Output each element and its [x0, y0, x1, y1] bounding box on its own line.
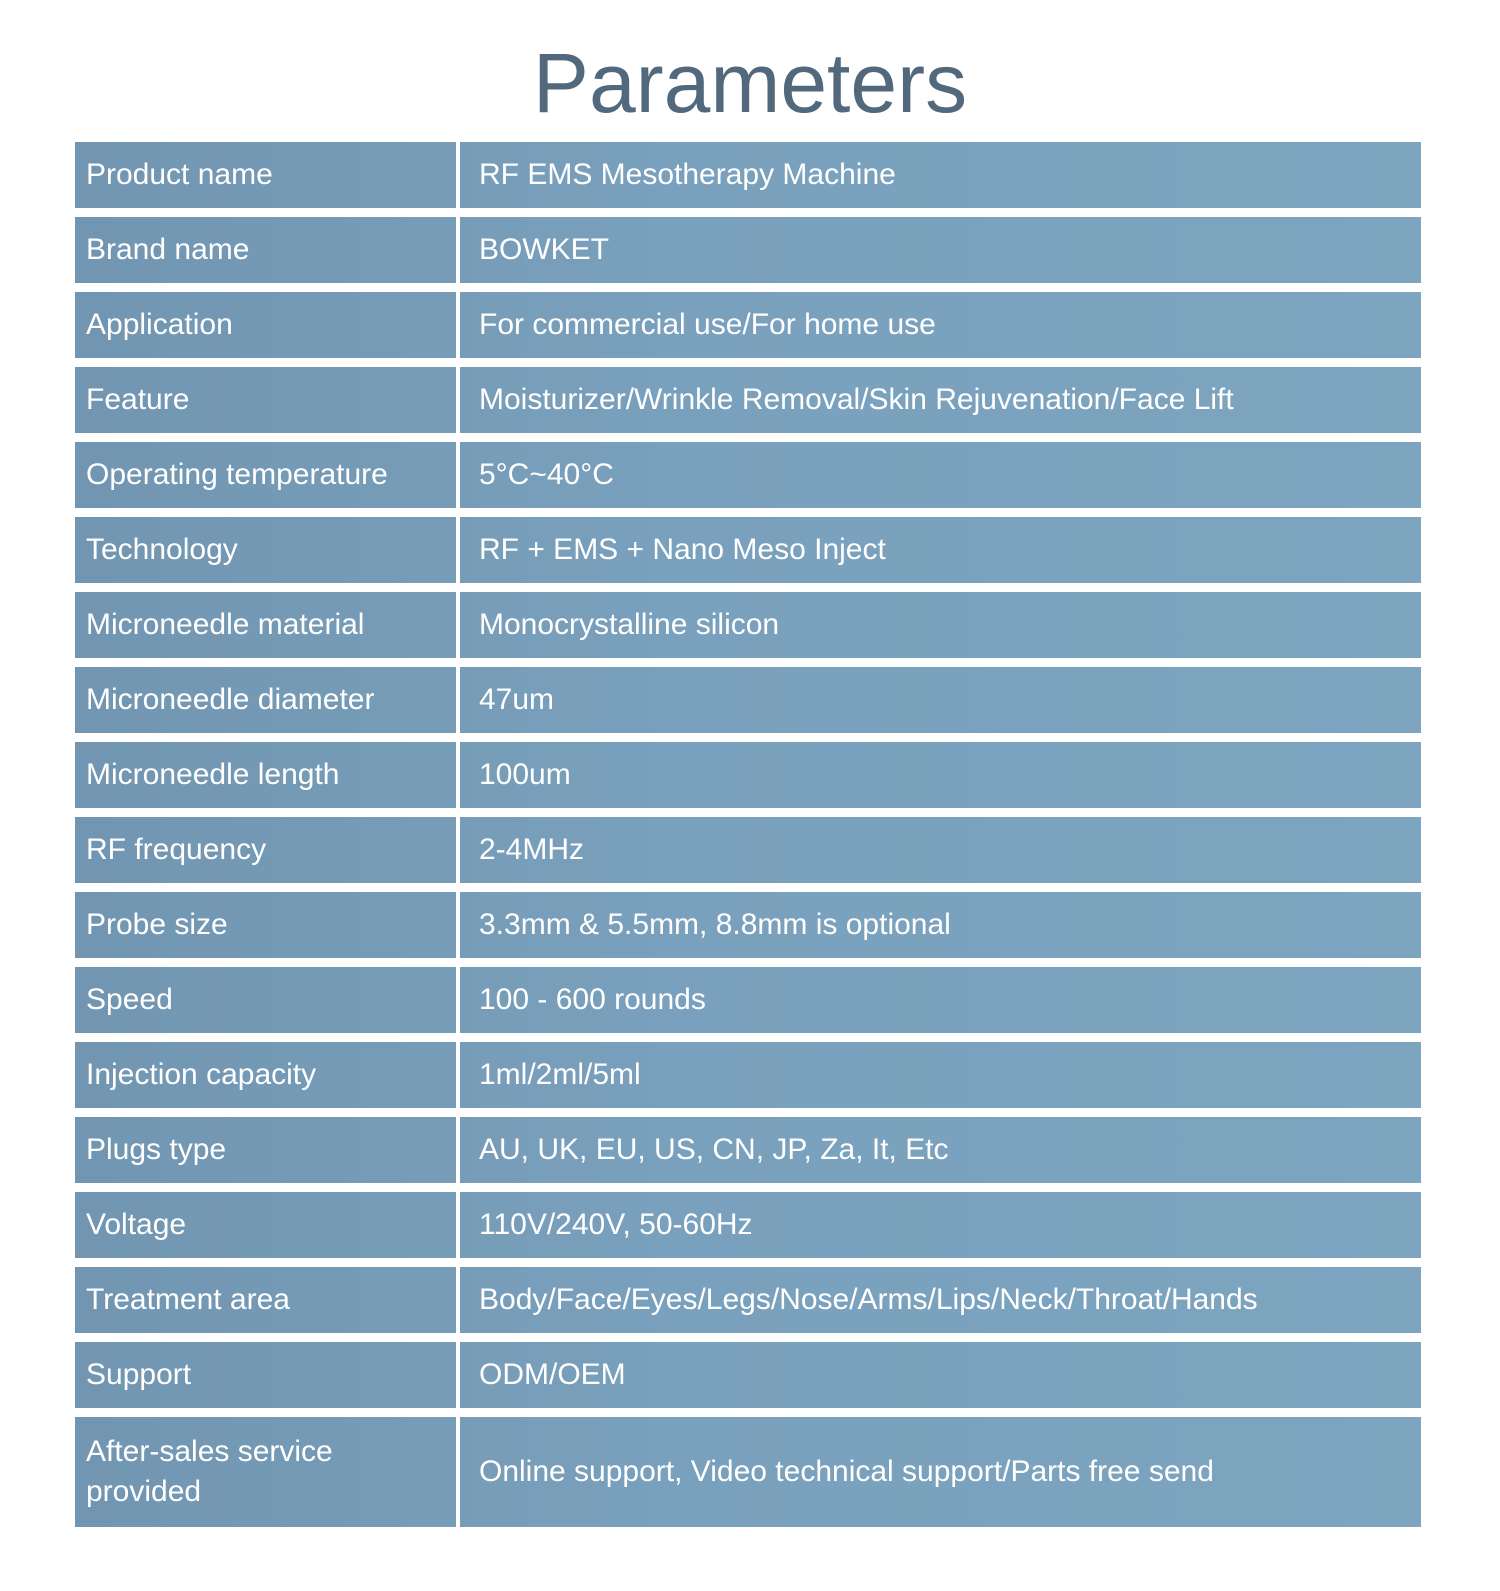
param-label: Voltage [75, 1192, 460, 1258]
param-label: Product name [75, 142, 460, 208]
param-value: 5°C~40°C [479, 457, 614, 491]
param-label: Application [75, 292, 460, 358]
param-label: Treatment area [75, 1267, 460, 1333]
product-spec-sheet: Parameters Product name RF EMS Mesothera… [0, 24, 1500, 1527]
table-row: Voltage 110V/240V, 50-60Hz [75, 1192, 1421, 1258]
param-value: Online support, Video technical support/… [479, 1454, 1214, 1488]
parameters-table: Product name RF EMS Mesotherapy Machine … [75, 142, 1421, 1527]
table-row: Technology RF + EMS + Nano Meso Inject [75, 517, 1421, 583]
param-value: Body/Face/Eyes/Legs/Nose/Arms/Lips/Neck/… [479, 1282, 1258, 1316]
table-row: Probe size 3.3mm & 5.5mm, 8.8mm is optio… [75, 892, 1421, 958]
table-row: RF frequency 2-4MHz [75, 817, 1421, 883]
param-value: RF + EMS + Nano Meso Inject [479, 532, 886, 566]
table-row: Speed 100 - 600 rounds [75, 967, 1421, 1033]
table-row: Feature Moisturizer/Wrinkle Removal/Skin… [75, 367, 1421, 433]
param-label: Support [75, 1342, 460, 1408]
param-value: AU, UK, EU, US, CN, JP, Za, It, Etc [479, 1132, 949, 1166]
param-label: Feature [75, 367, 460, 433]
table-row: Support ODM/OEM [75, 1342, 1421, 1408]
param-label: RF frequency [75, 817, 460, 883]
table-row: Application For commercial use/For home … [75, 292, 1421, 358]
param-label: Injection capacity [75, 1042, 460, 1108]
param-label: Microneedle length [75, 742, 460, 808]
param-label: Microneedle material [75, 592, 460, 658]
table-row: Plugs type AU, UK, EU, US, CN, JP, Za, I… [75, 1117, 1421, 1183]
table-row: Microneedle length 100um [75, 742, 1421, 808]
param-value: 2-4MHz [479, 832, 585, 866]
param-label: Plugs type [75, 1117, 460, 1183]
param-label: Speed [75, 967, 460, 1033]
param-value: 110V/240V, 50-60Hz [479, 1207, 753, 1241]
table-row: Microneedle material Monocrystalline sil… [75, 592, 1421, 658]
table-row: Microneedle diameter 47um [75, 667, 1421, 733]
table-row: Operating temperature 5°C~40°C [75, 442, 1421, 508]
table-row: Brand name BOWKET [75, 217, 1421, 283]
param-value: Moisturizer/Wrinkle Removal/Skin Rejuven… [479, 382, 1234, 416]
param-value: 1ml/2ml/5ml [479, 1057, 641, 1091]
param-label: Microneedle diameter [75, 667, 460, 733]
param-value: RF EMS Mesotherapy Machine [479, 157, 896, 191]
table-row: Treatment area Body/Face/Eyes/Legs/Nose/… [75, 1267, 1421, 1333]
param-label: After-sales service provided [75, 1417, 460, 1527]
param-label: Brand name [75, 217, 460, 283]
param-value: 3.3mm & 5.5mm, 8.8mm is optional [479, 907, 951, 941]
page-title: Parameters [532, 36, 968, 130]
param-value: For commercial use/For home use [479, 307, 936, 341]
param-value: 47um [479, 682, 555, 716]
table-row: Injection capacity 1ml/2ml/5ml [75, 1042, 1421, 1108]
param-value: 100 - 600 rounds [479, 982, 706, 1016]
param-label: Probe size [75, 892, 460, 958]
table-row: After-sales service provided Online supp… [75, 1417, 1421, 1527]
param-value: Monocrystalline silicon [479, 607, 780, 641]
param-label: Operating temperature [75, 442, 460, 508]
param-label: Technology [75, 517, 460, 583]
param-value: ODM/OEM [479, 1357, 626, 1391]
param-value: BOWKET [479, 232, 610, 266]
param-value: 100um [479, 757, 571, 791]
table-row: Product name RF EMS Mesotherapy Machine [75, 142, 1421, 208]
